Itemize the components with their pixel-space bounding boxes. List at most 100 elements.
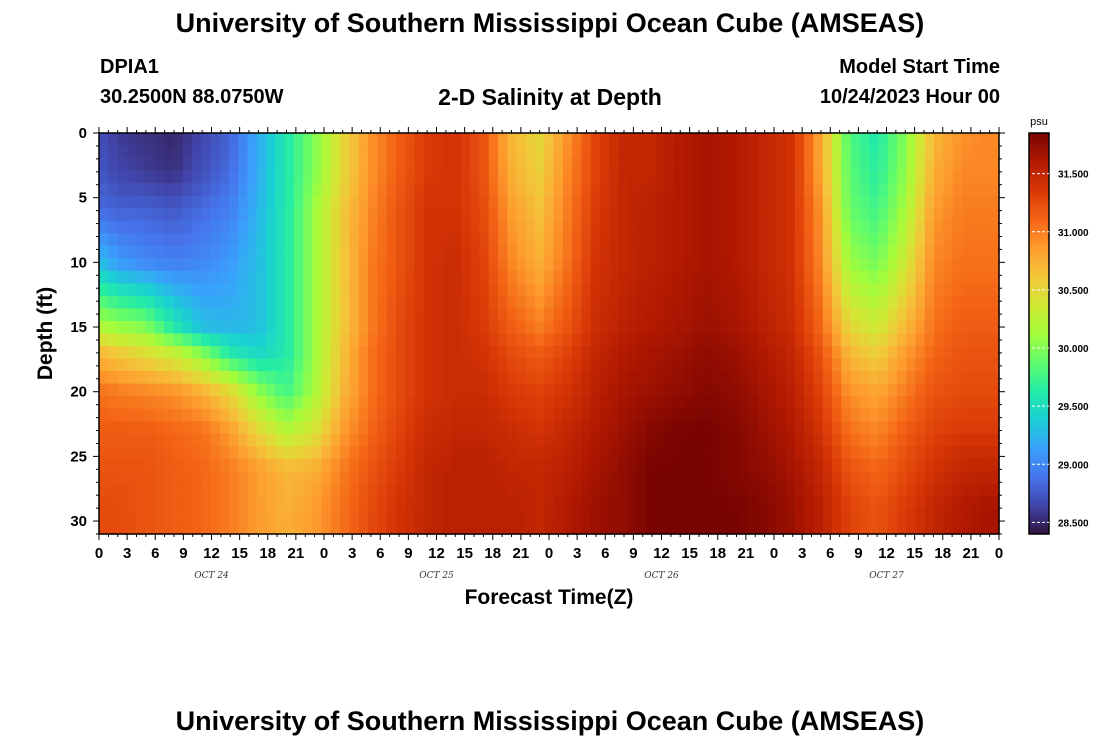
heatmap-cell [692, 195, 703, 209]
heatmap-cell [767, 508, 777, 523]
heatmap-cell [293, 245, 304, 259]
heatmap-cell [878, 333, 889, 347]
heatmap-cell [934, 483, 944, 498]
heatmap-cell [516, 346, 527, 360]
heatmap-cell [535, 333, 545, 347]
heatmap-cell [117, 446, 128, 460]
heatmap-cell [702, 195, 712, 209]
heatmap-cell [822, 458, 833, 472]
heatmap-cell [312, 270, 323, 284]
heatmap-cell [479, 496, 490, 510]
heatmap-cell [330, 245, 341, 259]
heatmap-cell [173, 133, 184, 147]
heatmap-cell [906, 220, 917, 234]
heatmap-cell [303, 421, 313, 435]
heatmap-cell [423, 446, 434, 460]
heatmap-cell [739, 320, 750, 335]
heatmap-cell [256, 471, 267, 485]
heatmap-cell [460, 233, 471, 247]
heatmap-cell [284, 220, 295, 234]
heatmap-cell [173, 170, 184, 184]
heatmap-cell [99, 170, 109, 184]
heatmap-cell [507, 483, 518, 498]
heatmap-cell [748, 421, 759, 435]
heatmap-cell [405, 483, 416, 498]
heatmap-cell [850, 396, 861, 410]
heatmap-cell [126, 421, 137, 435]
heatmap-cell [321, 433, 332, 447]
heatmap-cell [748, 358, 759, 372]
heatmap-cell [358, 270, 369, 284]
heatmap-cell [544, 283, 555, 297]
heatmap-cell [238, 195, 249, 209]
heatmap-cell [748, 320, 759, 335]
heatmap-cell [822, 283, 833, 297]
heatmap-cell [330, 446, 341, 460]
heatmap-cell [702, 208, 712, 222]
heatmap-cell [702, 471, 712, 485]
heatmap-cell [887, 308, 898, 322]
heatmap-cell [266, 308, 276, 322]
heatmap-cell [395, 158, 406, 172]
heatmap-cell [600, 145, 610, 159]
heatmap-cell [739, 396, 750, 410]
heatmap-cell [358, 170, 369, 184]
heatmap-cell [720, 508, 731, 523]
heatmap-cell [618, 496, 629, 510]
heatmap-cell [989, 396, 1000, 410]
day-label: OCT 24 [194, 571, 229, 581]
heatmap-cell [600, 170, 610, 184]
heatmap-cell [358, 371, 369, 385]
heatmap-cell [99, 158, 109, 172]
heatmap-cell [739, 483, 750, 498]
heatmap-cell [266, 483, 276, 498]
heatmap-cell [757, 421, 768, 435]
heatmap-cell [943, 308, 954, 322]
heatmap-cell [386, 320, 397, 335]
heatmap-cell [136, 521, 146, 535]
heatmap-cell [386, 195, 397, 209]
heatmap-cell [674, 170, 685, 184]
heatmap-cell [804, 433, 815, 447]
heatmap-cell [850, 333, 861, 347]
heatmap-cell [989, 195, 1000, 209]
heatmap-cell [590, 270, 601, 284]
heatmap-cell [368, 433, 378, 447]
heatmap-cell [915, 158, 926, 172]
heatmap-cell [154, 396, 165, 410]
heatmap-cell [794, 220, 805, 234]
heatmap-cell [859, 383, 870, 397]
heatmap-cell [405, 145, 416, 159]
heatmap-cell [683, 333, 694, 347]
heatmap-cell [117, 433, 128, 447]
heatmap-cell [702, 283, 712, 297]
heatmap-cell [627, 433, 638, 447]
heatmap-cell [989, 346, 1000, 360]
heatmap-cell [553, 358, 564, 372]
heatmap-cell [544, 308, 555, 322]
heatmap-cell [572, 283, 583, 297]
heatmap-cell [553, 208, 564, 222]
heatmap-cell [386, 358, 397, 372]
heatmap-cell [414, 471, 425, 485]
heatmap-cell [590, 333, 601, 347]
heatmap-cell [822, 183, 833, 197]
heatmap-cell [386, 433, 397, 447]
heatmap-cell [850, 496, 861, 510]
heatmap-cell [637, 521, 648, 535]
heatmap-cell [971, 270, 982, 284]
heatmap-cell [349, 133, 360, 147]
heatmap-cell [470, 220, 481, 234]
heatmap-cell [330, 458, 341, 472]
heatmap-cell [154, 183, 165, 197]
heatmap-cell [525, 471, 536, 485]
heatmap-cell [739, 170, 750, 184]
heatmap-cell [776, 233, 787, 247]
heatmap-cell [711, 295, 722, 310]
heatmap-cell [841, 183, 852, 197]
heatmap-cell [535, 183, 545, 197]
heatmap-cell [535, 245, 545, 259]
heatmap-cell [535, 133, 545, 147]
heatmap-cell [896, 258, 907, 272]
heatmap-cell [989, 521, 1000, 535]
